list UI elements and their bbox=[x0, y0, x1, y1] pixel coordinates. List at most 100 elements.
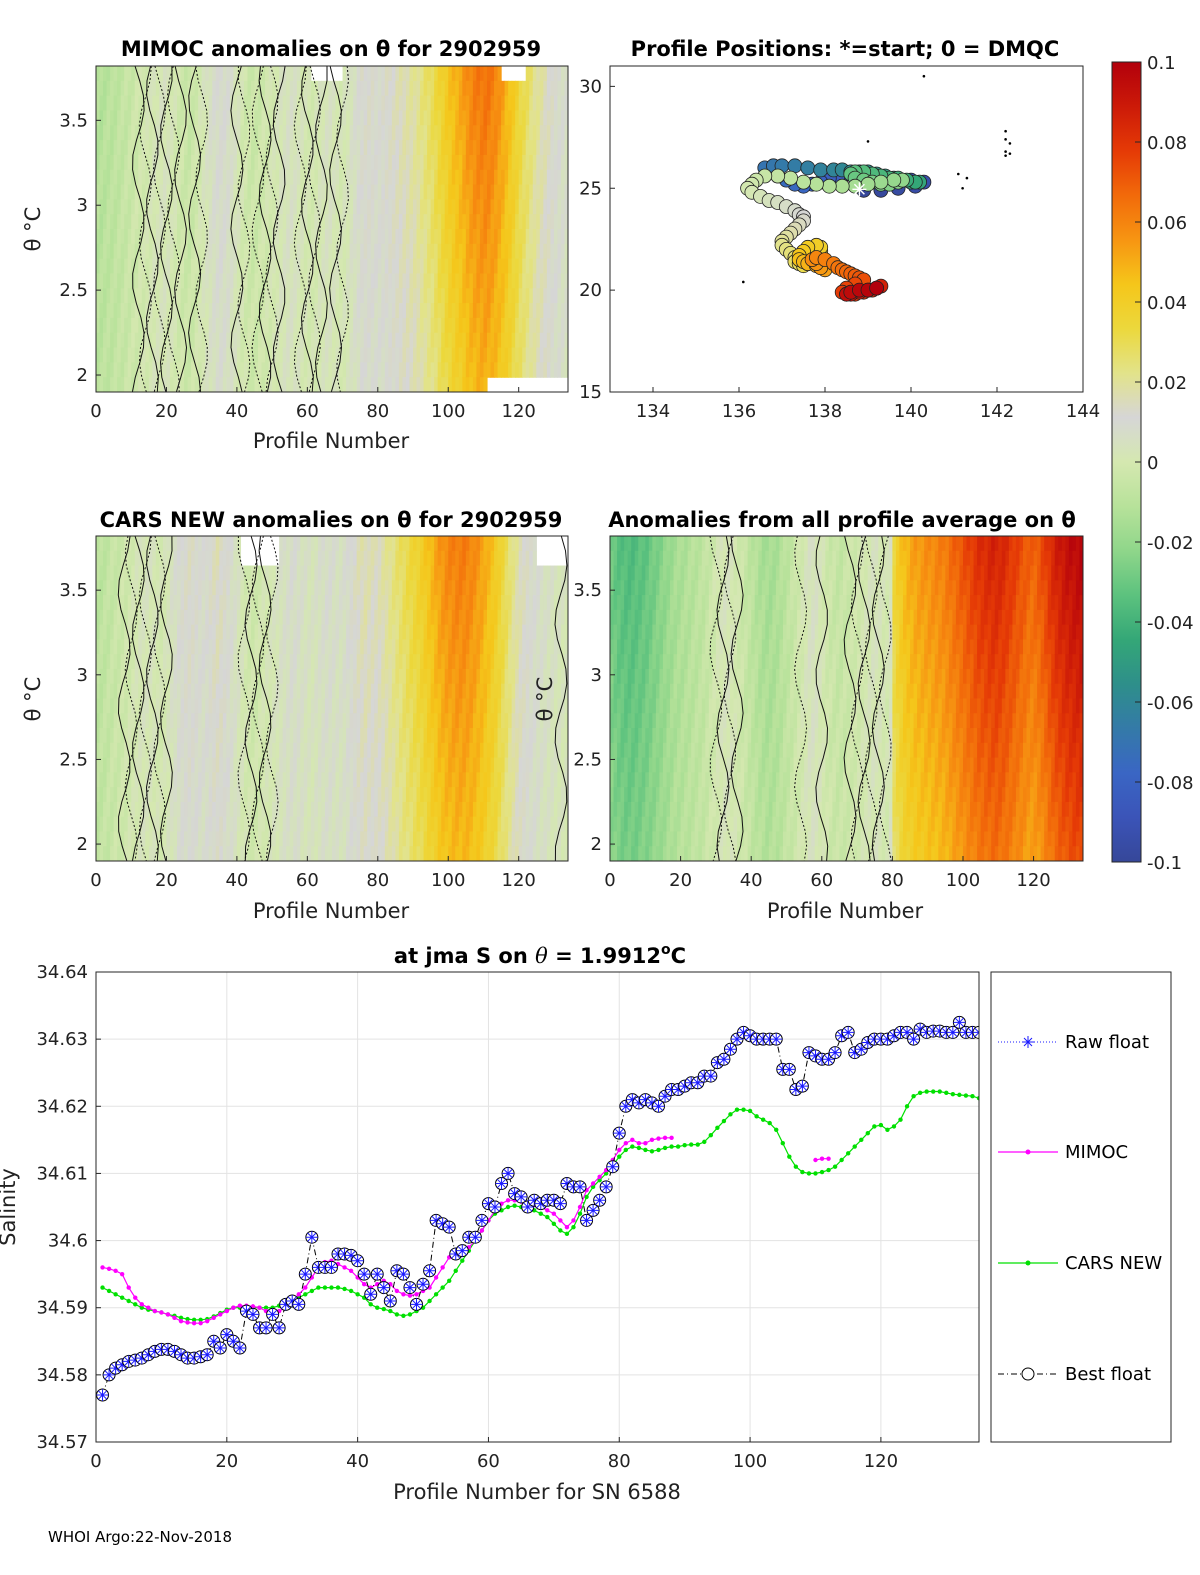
heatmap-cell bbox=[388, 258, 393, 275]
heatmap-cell bbox=[247, 303, 252, 319]
heatmap-cell bbox=[317, 595, 323, 611]
heatmap-cell bbox=[522, 332, 527, 349]
heatmap-cell bbox=[395, 66, 400, 82]
heatmap-cell bbox=[177, 639, 182, 655]
heatmap-cell bbox=[550, 288, 555, 304]
heatmap-cell bbox=[141, 377, 146, 392]
heatmap-cell bbox=[303, 536, 308, 552]
heatmap-cell bbox=[339, 288, 344, 304]
heatmap-cell bbox=[212, 199, 217, 215]
heatmap-cell bbox=[328, 668, 333, 685]
heatmap-cell bbox=[360, 713, 365, 729]
heatmap-cell bbox=[208, 303, 213, 319]
heatmap-cell bbox=[282, 229, 287, 245]
heatmap-cell bbox=[191, 728, 196, 744]
heatmap-cell bbox=[335, 624, 340, 641]
heatmap-cell bbox=[434, 243, 439, 260]
heatmap-cell bbox=[187, 728, 192, 744]
heatmap-cell bbox=[296, 831, 301, 847]
heatmap-cell bbox=[169, 846, 175, 861]
heatmap-cell bbox=[166, 742, 171, 759]
heatmap-cell bbox=[409, 273, 414, 289]
heatmap-cell bbox=[458, 258, 463, 275]
heatmap-cell bbox=[321, 125, 326, 141]
heatmap-cell bbox=[515, 110, 520, 126]
heatmap-cell bbox=[543, 303, 548, 319]
heatmap-cell bbox=[215, 184, 220, 200]
heatmap-cell bbox=[374, 624, 379, 641]
heatmap-cell bbox=[553, 110, 559, 126]
heatmap-cell bbox=[356, 110, 361, 126]
heatmap-cell bbox=[310, 362, 315, 378]
heatmap-cell bbox=[219, 698, 224, 714]
heatmap-cell bbox=[205, 742, 210, 759]
heatmap-cell bbox=[120, 66, 125, 82]
heatmap-cell bbox=[113, 580, 118, 596]
heatmap-cell bbox=[490, 362, 495, 378]
heatmap-cell bbox=[363, 140, 368, 156]
heatmap-cell bbox=[303, 362, 308, 378]
heatmap-cell bbox=[177, 668, 182, 685]
heatmap-cell bbox=[110, 801, 115, 818]
heatmap-cell bbox=[314, 846, 319, 861]
heatmap-cell bbox=[124, 362, 129, 378]
heatmap-cell bbox=[388, 273, 393, 289]
heatmap-cell bbox=[134, 303, 139, 319]
heatmap-cell bbox=[448, 229, 453, 245]
heatmap-cell bbox=[141, 639, 146, 655]
heatmap-cell bbox=[233, 362, 238, 378]
heatmap-cell bbox=[226, 288, 231, 304]
heatmap-cell bbox=[339, 184, 344, 200]
heatmap-cell bbox=[177, 95, 182, 112]
heatmap-cell bbox=[409, 362, 414, 378]
heatmap-cell bbox=[515, 199, 520, 215]
heatmap-cell bbox=[388, 317, 393, 334]
heatmap-cell bbox=[384, 288, 389, 304]
heatmap-cell bbox=[145, 154, 150, 171]
heatmap-cell bbox=[141, 757, 146, 773]
heatmap-cell bbox=[504, 125, 509, 141]
heatmap-cell bbox=[198, 757, 203, 773]
heatmap-cell bbox=[212, 154, 217, 171]
heatmap-cell bbox=[307, 639, 312, 655]
heatmap-cell bbox=[479, 199, 485, 215]
heatmap-cell bbox=[497, 243, 502, 260]
heatmap-cell bbox=[258, 728, 263, 744]
heatmap-cell bbox=[430, 317, 435, 334]
heatmap-cell bbox=[110, 698, 115, 714]
heatmap-cell bbox=[250, 377, 256, 392]
heatmap-cell bbox=[184, 801, 189, 818]
heatmap-cell bbox=[501, 332, 506, 349]
heatmap-cell bbox=[560, 110, 566, 126]
heatmap-cell bbox=[381, 580, 386, 596]
heatmap-cell bbox=[282, 654, 287, 670]
heatmap-cell bbox=[279, 362, 284, 378]
heatmap-cell bbox=[113, 184, 118, 200]
heatmap-cell bbox=[314, 728, 319, 744]
heatmap-cell bbox=[437, 377, 442, 392]
heatmap-cell bbox=[346, 303, 351, 319]
heatmap-cell bbox=[198, 347, 203, 363]
heatmap-cell bbox=[346, 169, 351, 186]
heatmap-cell bbox=[335, 728, 340, 744]
heatmap-cell bbox=[536, 140, 541, 156]
heatmap-cell bbox=[384, 683, 389, 700]
heatmap-cell bbox=[250, 831, 256, 847]
heatmap-cell bbox=[162, 347, 168, 363]
heatmap-cell bbox=[437, 229, 442, 245]
heatmap-cell bbox=[191, 214, 196, 230]
heatmap-cell bbox=[117, 377, 122, 392]
heatmap-cell bbox=[525, 273, 530, 289]
heatmap-cell bbox=[377, 639, 382, 655]
heatmap-cell bbox=[427, 80, 432, 97]
heatmap-cell bbox=[162, 772, 168, 788]
heatmap-cell bbox=[208, 654, 213, 670]
heatmap-cell bbox=[550, 362, 555, 378]
heatmap-cell bbox=[363, 816, 368, 833]
heatmap-cell bbox=[286, 154, 291, 171]
heatmap-cell bbox=[515, 303, 520, 319]
heatmap-cell bbox=[508, 288, 513, 304]
heatmap-cell bbox=[212, 140, 217, 156]
heatmap-cell bbox=[427, 199, 432, 215]
